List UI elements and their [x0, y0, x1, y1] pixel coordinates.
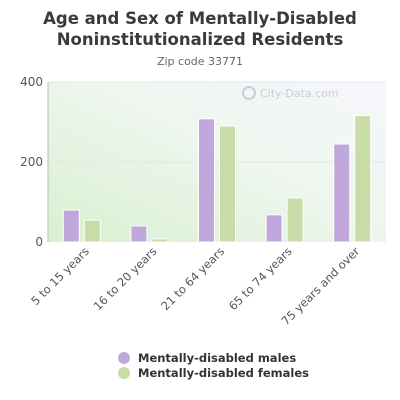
y-tick-label: 200: [20, 155, 43, 169]
bar-males: [198, 118, 215, 243]
chart-title: Age and Sex of Mentally-Disabled Noninsti…: [0, 8, 400, 50]
x-tick-label: 5 to 15 years: [28, 244, 92, 308]
bar-females: [83, 219, 101, 243]
chart-subtitle: Zip code 33771: [156, 55, 244, 68]
bar-females: [219, 125, 236, 243]
bar-females: [286, 197, 304, 243]
legend-swatch-males: [118, 352, 130, 364]
bar-males: [333, 143, 351, 243]
watermark: City-Data.com: [242, 86, 339, 100]
legend-label-females: Mentally-disabled females: [138, 366, 309, 380]
x-tick-label: 16 to 20 years: [91, 244, 160, 313]
bar-males: [265, 214, 283, 243]
x-tick-label: 21 to 64 years: [158, 244, 227, 313]
y-tick-label: 400: [20, 75, 43, 89]
chart-title-text: Age and Sex of Mentally-Disabled Noninsti…: [43, 9, 357, 49]
x-tick-label: 65 to 74 years: [226, 244, 295, 313]
legend-item-males: Mentally-disabled males: [118, 351, 296, 365]
bar-females: [151, 238, 169, 243]
y-axis: 0 200 400: [20, 75, 49, 249]
bars: [62, 115, 372, 243]
bar-males: [62, 209, 80, 243]
legend-swatch-females: [118, 367, 130, 379]
watermark-text: City-Data.com: [260, 87, 339, 100]
bar-males: [130, 225, 148, 243]
watermark-icon: [242, 86, 256, 100]
y-tick-label: 0: [35, 235, 43, 249]
grid-lines: [48, 81, 386, 163]
legend-item-females: Mentally-disabled females: [118, 366, 309, 380]
legend-label-males: Mentally-disabled males: [138, 351, 297, 365]
bar-females: [354, 115, 372, 243]
